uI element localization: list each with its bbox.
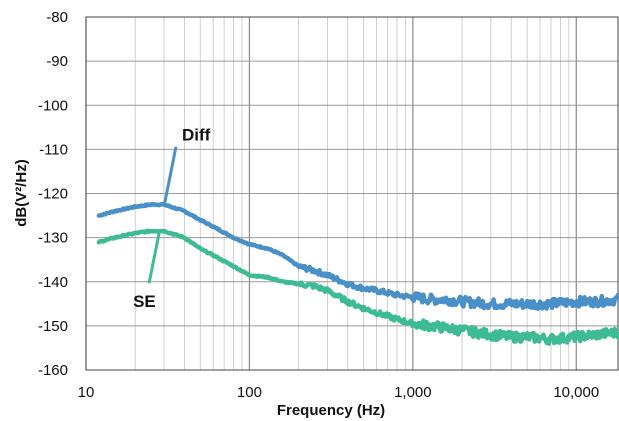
x-tick-label: 100 (237, 384, 262, 401)
y-tick-label: -100 (38, 97, 68, 114)
annotation-leader-diff (162, 146, 178, 208)
series-line-se (96, 228, 619, 346)
plot-frame (85, 16, 619, 371)
y-tick-label: -160 (38, 362, 68, 379)
series-layer (96, 201, 619, 346)
x-tick-label: 10 (78, 384, 95, 401)
x-axis-title: Frequency (Hz) (277, 402, 385, 419)
annotations-layer: Diff SE (133, 126, 211, 311)
annotation-label-diff: Diff (182, 126, 211, 145)
y-tick-label: -130 (38, 230, 68, 247)
y-tick-labels: -80 -90 -100 -110 -120 -130 -140 -150 -160 (38, 9, 68, 379)
grid (85, 16, 618, 371)
x-tick-label: 10,000 (553, 384, 599, 401)
y-tick-label: -90 (46, 53, 68, 70)
series-line-diff (96, 201, 619, 311)
annotation-leader-se (147, 232, 161, 284)
x-tick-labels: 10 100 1,000 10,000 (78, 384, 600, 401)
y-tick-label: -150 (38, 318, 68, 335)
y-axis-title: dB(V²/Hz) (13, 159, 30, 227)
y-tick-label: -120 (38, 186, 68, 203)
y-tick-label: -140 (38, 274, 68, 291)
annotation-label-se: SE (133, 292, 156, 311)
y-tick-label: -110 (39, 141, 68, 158)
y-tick-label: -80 (46, 9, 68, 26)
x-tick-label: 1,000 (394, 384, 432, 401)
